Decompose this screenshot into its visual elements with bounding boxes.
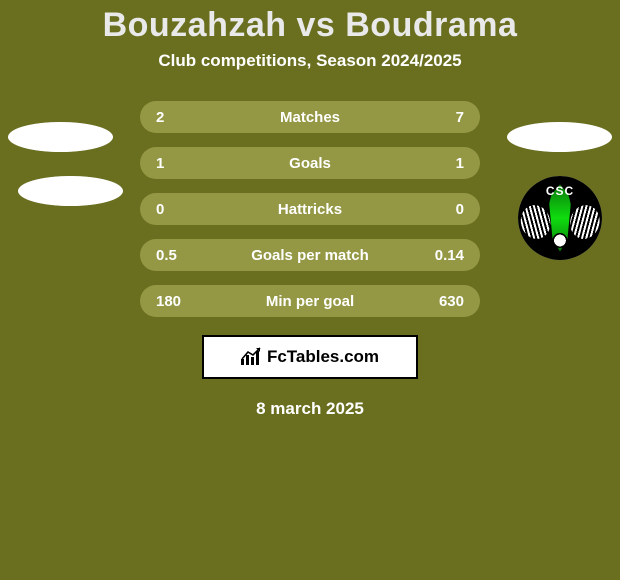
stat-row: 180 Min per goal 630 <box>140 285 480 317</box>
stat-left-value: 0 <box>156 201 206 218</box>
stat-right-value: 0.14 <box>414 247 464 264</box>
stats-area: 2 Matches 7 1 Goals 1 0 Hattricks 0 0.5 … <box>0 101 620 317</box>
date-text: 8 march 2025 <box>0 399 620 419</box>
page-subtitle: Club competitions, Season 2024/2025 <box>0 51 620 71</box>
stat-left-value: 180 <box>156 293 206 310</box>
page-title: Bouzahzah vs Boudrama <box>0 0 620 45</box>
stat-label: Goals <box>206 155 414 172</box>
stat-label: Min per goal <box>206 293 414 310</box>
stat-label: Matches <box>206 109 414 126</box>
infographic-container: Bouzahzah vs Boudrama Club competitions,… <box>0 0 620 580</box>
stat-right-value: 630 <box>414 293 464 310</box>
stat-left-value: 2 <box>156 109 206 126</box>
fctables-watermark: FcTables.com <box>202 335 418 379</box>
stat-row: 0 Hattricks 0 <box>140 193 480 225</box>
bar-chart-icon <box>241 349 261 365</box>
stat-left-value: 0.5 <box>156 247 206 264</box>
stat-label: Goals per match <box>206 247 414 264</box>
stat-row: 1 Goals 1 <box>140 147 480 179</box>
fctables-text: FcTables.com <box>267 347 379 367</box>
stat-row: 0.5 Goals per match 0.14 <box>140 239 480 271</box>
stat-right-value: 1 <box>414 155 464 172</box>
stat-right-value: 7 <box>414 109 464 126</box>
stat-label: Hattricks <box>206 201 414 218</box>
stat-right-value: 0 <box>414 201 464 218</box>
stat-row: 2 Matches 7 <box>140 101 480 133</box>
stat-left-value: 1 <box>156 155 206 172</box>
